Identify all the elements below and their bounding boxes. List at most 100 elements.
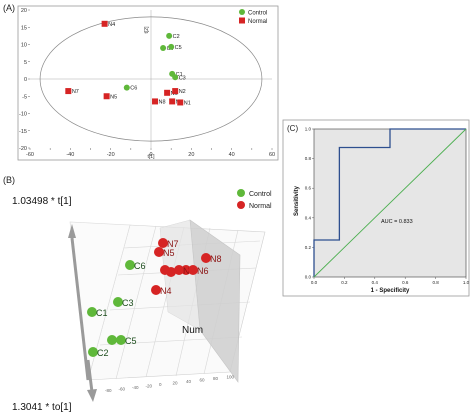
point-c5 — [168, 43, 175, 50]
roc-xtick-label: 1.0 — [463, 280, 470, 285]
panel-a-frame — [17, 5, 279, 161]
label-c6: C6 — [134, 261, 146, 271]
point-n6 — [164, 89, 171, 96]
label-c3: C3 — [122, 298, 134, 308]
panel-c-marks — [313, 128, 467, 278]
label-n8: N8 — [159, 99, 166, 105]
panel-a-ytick-label: 15 — [21, 25, 27, 31]
label-c3: C3 — [179, 75, 186, 81]
panel-b-y-axis-label: 1.03498 * t[1] — [12, 196, 72, 207]
point-n5 — [103, 93, 110, 100]
label-n7: N7 — [72, 89, 79, 95]
label-n6: N6 — [197, 266, 209, 276]
point-c1 — [87, 307, 97, 317]
point-n5 — [154, 247, 164, 257]
panel-b-tick-label: 40 — [186, 379, 192, 384]
panel-c-xlabel: 1 - Specificity — [371, 288, 410, 294]
label-c5: C5 — [125, 336, 137, 346]
point-n3-overlap — [181, 265, 191, 275]
label-c6: C6 — [130, 86, 137, 92]
roc-ytick-label: 1.0 — [305, 127, 312, 132]
legend-b-normal-label: Normal — [249, 203, 272, 210]
panel-b-y-axis — [70, 237, 90, 381]
panel-b-x-axis-label: 1.3041 * to[1] — [12, 402, 72, 413]
roc-xtick-label: 0.4 — [372, 280, 379, 285]
roc-xtick-label: 0.8 — [432, 280, 439, 285]
panel-a-ylabel: t[2] — [144, 26, 150, 34]
panel-a-axes: -60 -40 -20 0 20 40 60 -20 -15 -10 -5 0 5 10 15 20 t[1] t… — [19, 8, 275, 160]
panel-b-label: (B) — [3, 175, 15, 185]
roc-xtick-label: 0.0 — [311, 280, 318, 285]
point-n6 — [188, 265, 198, 275]
panel-c: (C) 0.0 0.2 0.4 0.6 0.8 1.0 0.0 0.2 0.4 0.6 0.8 1.0… — [282, 119, 470, 297]
panel-a-ytick-label: -5 — [22, 94, 27, 100]
legend-control-marker — [239, 9, 245, 15]
panel-a-ytick-label: 20 — [21, 8, 27, 14]
point-c3 — [172, 74, 179, 81]
legend-b-control-marker — [237, 189, 245, 197]
panel-b-tick-label: 100 — [227, 375, 235, 380]
roc-reference-line — [313, 128, 467, 278]
panel-c-ylabel: Sensitivity — [294, 185, 300, 216]
panel-b-tick-label: -80 — [105, 388, 112, 393]
point-n4 — [101, 20, 108, 27]
roc-ytick-label: 0.0 — [305, 275, 312, 280]
point-c2 — [88, 347, 98, 357]
point-n3 — [169, 98, 176, 105]
point-n2 — [172, 88, 179, 95]
panel-b-y-axis-arrow — [68, 224, 76, 238]
point-n3 — [174, 265, 184, 275]
panel-a-xtick-label: 20 — [188, 152, 194, 158]
panel-a-ytick-label: -10 — [19, 112, 27, 118]
legend-normal-marker — [239, 17, 245, 24]
panel-b-tick-label: -60 — [119, 387, 126, 392]
label-c2: C2 — [97, 348, 109, 358]
roc-curve — [313, 128, 466, 277]
point-n8 — [152, 98, 159, 105]
panel-a-xlabel: t[1] — [148, 154, 156, 160]
panel-b-tick-label: -40 — [132, 385, 139, 390]
panel-a-ytick-label: 0 — [24, 77, 27, 83]
panel-a-marks: C2C4C5C1C3C6N4N7N5N6N2N8N3N1 — [65, 20, 191, 106]
label-n8: N8 — [210, 254, 222, 264]
panel-b-tick-label: 60 — [200, 378, 206, 383]
legend-normal-label: Normal — [248, 19, 267, 25]
panel-a-ytick-label: -20 — [19, 146, 27, 152]
legend-b-control-label: Control — [249, 191, 272, 198]
panel-b-x-axis — [86, 359, 94, 393]
label-n4: N4 — [160, 286, 172, 296]
panel-c-label: (C) — [287, 124, 298, 133]
label-n1: N1 — [184, 100, 191, 106]
panel-a-xtick-label: 40 — [229, 152, 235, 158]
point-c3 — [113, 297, 123, 307]
panel-a-xtick-label: -60 — [26, 152, 34, 158]
panel-a-ytick-label: -15 — [19, 129, 27, 135]
panel-b-legend: Control Normal — [237, 189, 272, 210]
point-n8 — [201, 253, 211, 263]
panel-b: (B) 1.03498 * t[1] 1.3041 * to[1] Num -8… — [3, 175, 272, 413]
panel-a-xtick-label: -20 — [107, 152, 115, 158]
label-n5: N5 — [163, 248, 175, 258]
point-c5-overlap — [107, 335, 117, 345]
panel-a-xtick-label: 0 — [149, 152, 152, 158]
roc-ytick-label: 0.8 — [305, 156, 312, 161]
panel-b-marks: N7N5N8N3N6N4C6C3C1C5C2 — [87, 238, 222, 358]
roc-auc-annotation: AUC = 0.833 — [381, 219, 413, 225]
panel-b-x-axis-arrow — [87, 389, 97, 402]
label-c1: C1 — [96, 308, 108, 318]
label-n2: N2 — [179, 89, 186, 95]
label-c5: C5 — [175, 45, 182, 51]
panel-a-ytick-label: 5 — [24, 60, 27, 66]
panel-b-tick-label: -20 — [146, 384, 153, 389]
point-n7 — [65, 88, 72, 95]
roc-ytick-label: 0.4 — [305, 215, 312, 220]
roc-xtick-label: 0.2 — [341, 280, 348, 285]
point-n3-overlap — [166, 267, 176, 277]
roc-ytick-label: 0.6 — [305, 186, 312, 191]
label-c1: C1 — [176, 72, 183, 78]
panel-a-ytick-label: 10 — [21, 43, 27, 49]
panel-a-legend: Control Normal — [239, 9, 267, 25]
legend-b-normal-marker — [237, 201, 245, 209]
label-n7: N7 — [167, 239, 179, 249]
